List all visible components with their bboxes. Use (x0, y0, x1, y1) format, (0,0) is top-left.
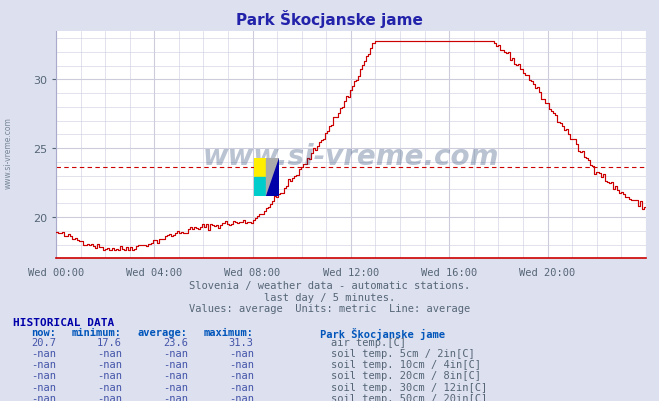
Text: -nan: -nan (31, 382, 56, 392)
Text: Park Škocjanske jame: Park Škocjanske jame (320, 327, 445, 339)
Text: -nan: -nan (31, 371, 56, 381)
Text: soil temp. 20cm / 8in[C]: soil temp. 20cm / 8in[C] (331, 371, 482, 381)
Text: -nan: -nan (229, 382, 254, 392)
Text: soil temp. 50cm / 20in[C]: soil temp. 50cm / 20in[C] (331, 393, 488, 401)
Text: -nan: -nan (97, 348, 122, 358)
Text: -nan: -nan (229, 393, 254, 401)
Text: maximum:: maximum: (204, 327, 254, 337)
Text: -nan: -nan (163, 348, 188, 358)
Text: -nan: -nan (229, 359, 254, 369)
Text: -nan: -nan (97, 371, 122, 381)
Text: -nan: -nan (229, 371, 254, 381)
Text: -nan: -nan (163, 382, 188, 392)
Text: -nan: -nan (31, 359, 56, 369)
Text: Wed 12:00: Wed 12:00 (323, 267, 379, 277)
Text: soil temp. 30cm / 12in[C]: soil temp. 30cm / 12in[C] (331, 382, 488, 392)
Text: -nan: -nan (97, 382, 122, 392)
Text: Wed 04:00: Wed 04:00 (126, 267, 183, 277)
Text: -nan: -nan (163, 359, 188, 369)
Text: www.si-vreme.com: www.si-vreme.com (3, 117, 13, 188)
Text: 23.6: 23.6 (163, 337, 188, 347)
Bar (254, 177, 266, 196)
Text: -nan: -nan (163, 371, 188, 381)
Text: 17.6: 17.6 (97, 337, 122, 347)
Text: -nan: -nan (31, 348, 56, 358)
Text: minimum:: minimum: (72, 327, 122, 337)
Text: -nan: -nan (229, 348, 254, 358)
Text: 20.7: 20.7 (31, 337, 56, 347)
Text: last day / 5 minutes.: last day / 5 minutes. (264, 292, 395, 302)
Text: www.si-vreme.com: www.si-vreme.com (203, 143, 499, 171)
Text: -nan: -nan (163, 393, 188, 401)
Bar (254, 158, 266, 177)
Text: Wed 00:00: Wed 00:00 (28, 267, 84, 277)
Text: Values: average  Units: metric  Line: average: Values: average Units: metric Line: aver… (189, 303, 470, 313)
Text: now:: now: (31, 327, 56, 337)
Text: -nan: -nan (97, 359, 122, 369)
Text: average:: average: (138, 327, 188, 337)
Text: air temp.[C]: air temp.[C] (331, 337, 407, 347)
Text: -nan: -nan (31, 393, 56, 401)
Text: soil temp. 10cm / 4in[C]: soil temp. 10cm / 4in[C] (331, 359, 482, 369)
Text: soil temp. 5cm / 2in[C]: soil temp. 5cm / 2in[C] (331, 348, 475, 358)
Text: Wed 20:00: Wed 20:00 (519, 267, 576, 277)
Text: Park Škocjanske jame: Park Škocjanske jame (236, 10, 423, 28)
Text: Slovenia / weather data - automatic stations.: Slovenia / weather data - automatic stat… (189, 281, 470, 291)
Text: Wed 08:00: Wed 08:00 (225, 267, 281, 277)
Polygon shape (266, 158, 279, 196)
Text: Wed 16:00: Wed 16:00 (421, 267, 477, 277)
Text: 31.3: 31.3 (229, 337, 254, 347)
Text: HISTORICAL DATA: HISTORICAL DATA (13, 317, 115, 327)
Text: -nan: -nan (97, 393, 122, 401)
Polygon shape (266, 158, 279, 196)
